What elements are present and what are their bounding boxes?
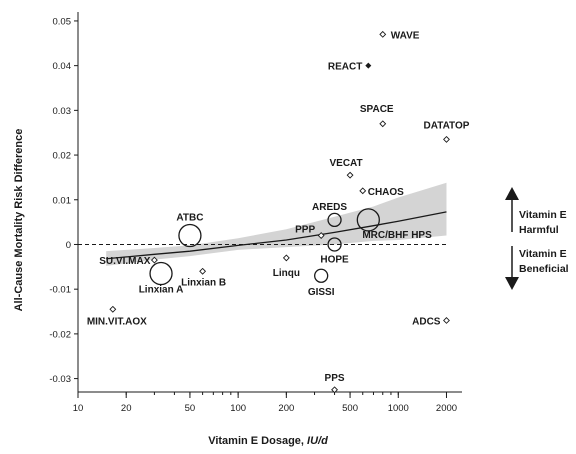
point-atbc	[178, 223, 202, 248]
point-datatop	[443, 135, 450, 143]
label-react: REACT	[328, 62, 362, 73]
point-min-vit-aox	[109, 305, 117, 313]
label-adcs: ADCS	[412, 316, 441, 327]
point-wave	[379, 30, 387, 38]
point-labels-layer: WAVE REACT SPACE DATATOP VECAT CHAOS AREDS ATBC…	[87, 30, 470, 383]
point-react	[365, 62, 372, 69]
y-tick-label: 0.05	[53, 16, 72, 27]
trend-line	[106, 211, 447, 260]
point-su-vi-max	[150, 256, 158, 264]
label-hope: HOPE	[320, 254, 349, 265]
trend-line-layer	[106, 211, 447, 260]
point-linxian-b	[199, 267, 207, 275]
y-tick-label: 0	[66, 240, 71, 251]
x-axis-label: Vitamin E Dosage, IU/d	[208, 435, 328, 447]
label-wave: WAVE	[391, 30, 420, 41]
point-linxian-a	[149, 261, 173, 286]
data-points-layer	[109, 30, 450, 394]
x-tick-label: 500	[342, 403, 358, 414]
harmful-annotation: Vitamin E Harmful	[505, 187, 567, 236]
beneficial-annotation: Vitamin E Beneficial	[505, 246, 569, 290]
harmful-line-2: Harmful	[519, 224, 559, 236]
point-chaos	[359, 187, 367, 195]
y-axis-label: All-Cause Mortality Risk Difference	[13, 129, 25, 312]
label-atbc: ATBC	[176, 213, 203, 224]
label-chaos: CHAOS	[368, 187, 404, 198]
x-tick-label: 200	[278, 403, 294, 414]
harmful-line-1: Vitamin E	[519, 209, 567, 221]
x-axis-label-unit: IU/d	[307, 435, 328, 447]
y-tick-label: -0.03	[49, 374, 71, 385]
beneficial-line-2: Beneficial	[519, 263, 569, 275]
label-vecat: VECAT	[329, 158, 362, 169]
label-areds: AREDS	[312, 202, 347, 213]
label-datatop: DATATOP	[424, 120, 470, 131]
x-tick-label: 100	[230, 403, 246, 414]
x-tick-label: 1000	[388, 403, 409, 414]
point-mrc-bhf-hps	[356, 208, 380, 232]
label-space: SPACE	[360, 104, 394, 115]
label-su-vi-max: SU.VI.MAX	[99, 256, 150, 267]
x-tick-label: 10	[73, 403, 84, 414]
label-linqu: Linqu	[273, 268, 300, 279]
point-linqu	[282, 254, 290, 262]
y-tick-label: 0.01	[53, 195, 72, 206]
y-tick-label: -0.01	[49, 285, 71, 296]
x-tick-label: 2000	[436, 403, 457, 414]
point-adcs	[443, 317, 450, 324]
point-hope	[327, 237, 342, 252]
point-pps	[331, 386, 338, 394]
label-linxian-b: Linxian B	[181, 277, 226, 288]
point-space	[379, 120, 387, 128]
axes-layer	[74, 12, 462, 398]
x-axis-label-main: Vitamin E Dosage,	[208, 435, 304, 447]
y-tick-label: 0.03	[53, 106, 72, 117]
label-mrc-bhf-hps: MRC/BHF HPS	[362, 230, 432, 241]
y-tick-label: 0.04	[53, 61, 72, 72]
y-tick-label: -0.02	[49, 329, 71, 340]
label-linxian-a: Linxian A	[139, 285, 184, 296]
x-tick-label: 20	[121, 403, 132, 414]
point-gissi	[314, 268, 329, 283]
point-areds	[327, 212, 342, 228]
point-vecat	[346, 171, 354, 179]
beneficial-line-1: Vitamin E	[519, 248, 567, 260]
label-gissi: GISSI	[308, 287, 335, 298]
label-pps: PPS	[325, 373, 345, 384]
label-ppp: PPP	[295, 225, 315, 236]
point-ppp	[317, 232, 325, 239]
y-tick-label: 0.02	[53, 151, 72, 162]
tick-labels-layer: -0.03 -0.02 -0.01 0 0.01 0.02 0.03 0.04 0.05 10 20…	[49, 16, 457, 414]
beneficial-arrow-head	[505, 277, 519, 290]
harmful-arrow-head	[505, 187, 519, 200]
label-min-vit-aox: MIN.VIT.AOX	[87, 316, 147, 327]
x-tick-label: 50	[185, 403, 196, 414]
